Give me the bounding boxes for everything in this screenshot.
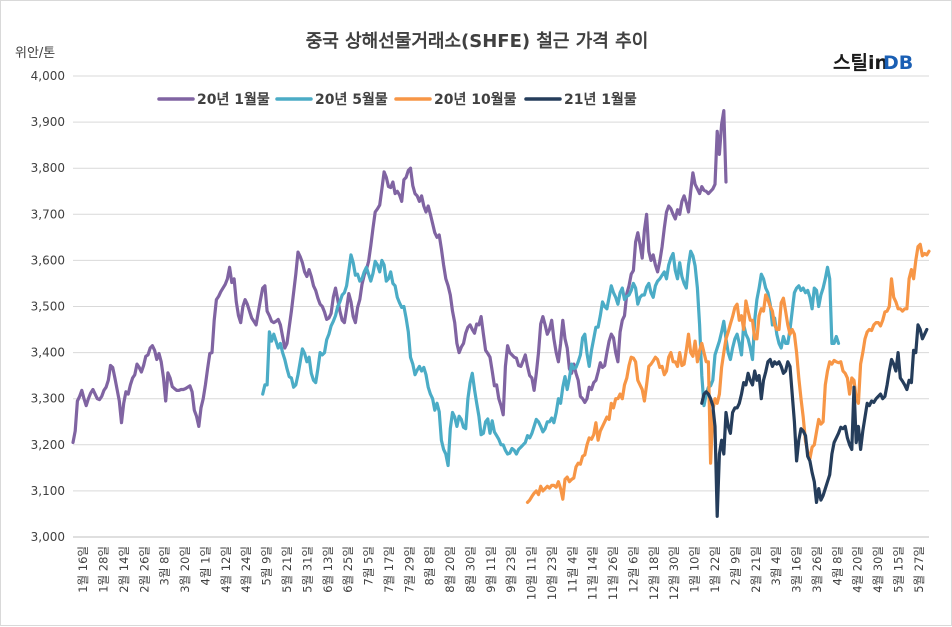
x-tick-label: 5월 9일 bbox=[260, 546, 274, 585]
y-tick-label: 3,200 bbox=[31, 438, 65, 452]
x-tick-label: 1월 10일 bbox=[688, 546, 702, 593]
x-tick-label: 4월 30일 bbox=[871, 546, 885, 593]
x-tick-label: 4월 20일 bbox=[851, 546, 865, 593]
x-tick-label: 3월 20일 bbox=[178, 546, 192, 593]
x-tick-label: 10월 23일 bbox=[545, 546, 559, 600]
x-tick-label: 4월 1일 bbox=[198, 546, 212, 585]
y-tick-label: 3,800 bbox=[31, 161, 65, 175]
legend-label: 20년 10월물 bbox=[434, 91, 517, 108]
legend: 20년 1월물 20년 5월물 20년 10월물 21년 1월물 bbox=[157, 91, 637, 108]
series-line-1 bbox=[71, 108, 728, 445]
y-tick-label: 3,100 bbox=[31, 484, 65, 498]
x-tick-label: 6월 25일 bbox=[341, 546, 355, 593]
x-tick-label: 7월 29일 bbox=[402, 546, 416, 593]
x-tick-label: 1월 28일 bbox=[97, 546, 111, 593]
y-tick-label: 3,900 bbox=[31, 115, 65, 129]
logo-text-db: DB bbox=[883, 52, 913, 74]
x-tick-label: 1월 16일 bbox=[76, 546, 90, 593]
x-tick-label: 9월 11일 bbox=[484, 546, 498, 593]
legend-label: 20년 5월물 bbox=[315, 91, 388, 108]
x-tick-label: 5월 15일 bbox=[891, 546, 905, 593]
series-line-4 bbox=[700, 323, 929, 518]
x-tick-label: 7월 5일 bbox=[362, 546, 376, 585]
x-tick-label: 8월 8일 bbox=[423, 546, 437, 585]
x-tick-label: 5월 31일 bbox=[300, 546, 314, 593]
x-tick-label: 4월 12일 bbox=[219, 546, 233, 593]
y-tick-label: 3,300 bbox=[31, 392, 65, 406]
x-tick-label: 5월 21일 bbox=[280, 546, 294, 593]
y-tick-label: 3,000 bbox=[31, 530, 65, 544]
x-tick-label: 7월 17일 bbox=[382, 546, 396, 593]
logo-text-steelin: 스틸in bbox=[833, 52, 888, 74]
legend-label: 20년 1월물 bbox=[197, 91, 270, 108]
x-tick-label: 2월 14일 bbox=[117, 546, 131, 593]
x-tick-label: 11월 14일 bbox=[586, 546, 600, 600]
x-tick-label: 8월 20일 bbox=[443, 546, 457, 593]
x-tick-label: 10월 11일 bbox=[525, 546, 539, 600]
x-tick-label: 4월 8일 bbox=[830, 546, 844, 585]
x-axis-ticks: 1월 16일 1월 28일 2월 14일 2월 26일 3월 8일 3월 20일 4월 1일… bbox=[76, 546, 926, 600]
x-tick-label: 5월 27일 bbox=[912, 546, 926, 593]
x-tick-label: 11월 4일 bbox=[565, 546, 579, 593]
steelindb-logo: 스틸in DB bbox=[833, 52, 913, 74]
y-tick-label: 3,500 bbox=[31, 300, 65, 314]
x-tick-label: 2월 21일 bbox=[749, 546, 763, 593]
series-lines bbox=[71, 108, 931, 518]
x-tick-label: 2월 9일 bbox=[728, 546, 742, 585]
x-tick-label: 8월 30일 bbox=[463, 546, 477, 593]
series-line-3 bbox=[525, 242, 931, 504]
x-tick-label: 9월 23일 bbox=[504, 546, 518, 593]
x-tick-label: 4월 24일 bbox=[239, 546, 253, 593]
x-tick-label: 11월 26일 bbox=[606, 546, 620, 600]
x-tick-label: 12월 18일 bbox=[647, 546, 661, 600]
x-tick-label: 3월 4일 bbox=[769, 546, 783, 585]
x-tick-label: 2월 26일 bbox=[137, 546, 151, 593]
x-tick-label: 12월 30일 bbox=[667, 546, 681, 600]
legend-label: 21년 1월물 bbox=[564, 91, 637, 108]
y-tick-label: 4,000 bbox=[31, 69, 65, 83]
x-tick-label: 3월 8일 bbox=[158, 546, 172, 585]
series-line-2 bbox=[261, 249, 841, 468]
x-tick-label: 12월 6일 bbox=[626, 546, 640, 593]
x-tick-label: 1월 22일 bbox=[708, 546, 722, 593]
x-tick-label: 3월 16일 bbox=[790, 546, 804, 593]
grid-lines bbox=[73, 75, 929, 538]
y-axis-ticks: 3,000 3,100 3,200 3,300 3,400 3,500 3,600 3,700… bbox=[31, 69, 65, 544]
y-tick-label: 3,700 bbox=[31, 207, 65, 221]
y-tick-label: 3,400 bbox=[31, 346, 65, 360]
x-tick-label: 6월 13일 bbox=[321, 546, 335, 593]
y-tick-label: 3,600 bbox=[31, 253, 65, 267]
y-axis-unit-label: 위안/톤 bbox=[15, 46, 55, 61]
x-tick-label: 3월 26일 bbox=[810, 546, 824, 593]
chart-title: 중국 상해선물거래소(SHFE) 철근 가격 추이 bbox=[306, 31, 649, 52]
